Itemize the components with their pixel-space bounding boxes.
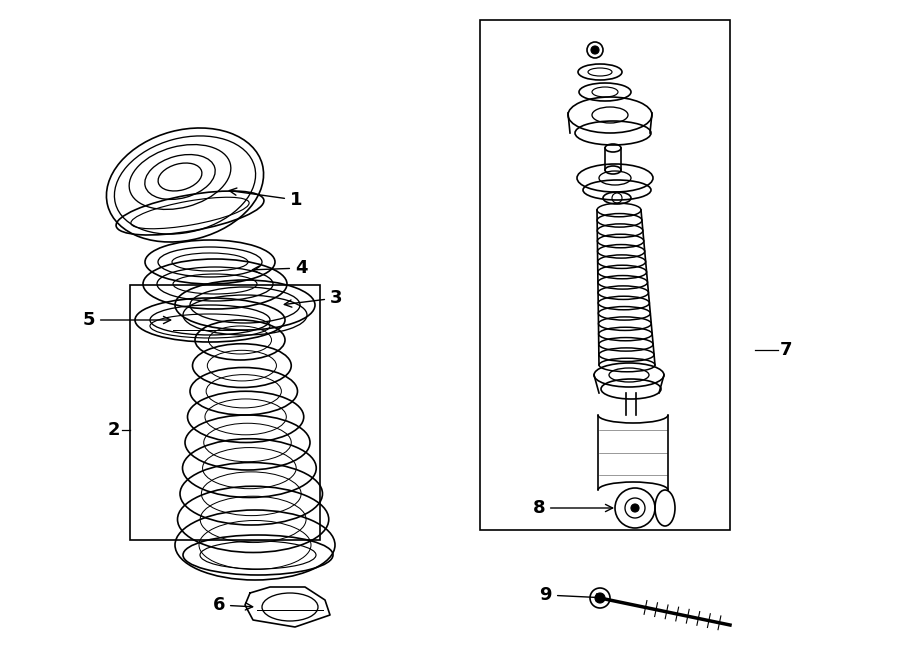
Bar [130, 285, 320, 540]
Circle shape [595, 593, 605, 603]
Text: 5: 5 [83, 311, 171, 329]
Text: 1: 1 [230, 188, 302, 209]
Circle shape [591, 46, 599, 54]
Text: 4: 4 [252, 259, 308, 277]
Circle shape [631, 504, 639, 512]
Text: 8: 8 [533, 499, 613, 517]
Text: 3: 3 [284, 289, 343, 307]
Text: 7: 7 [780, 341, 793, 359]
Text: 9: 9 [539, 586, 604, 604]
Bar [480, 20, 730, 530]
Text: 2: 2 [107, 421, 120, 439]
Text: 6: 6 [212, 596, 253, 614]
